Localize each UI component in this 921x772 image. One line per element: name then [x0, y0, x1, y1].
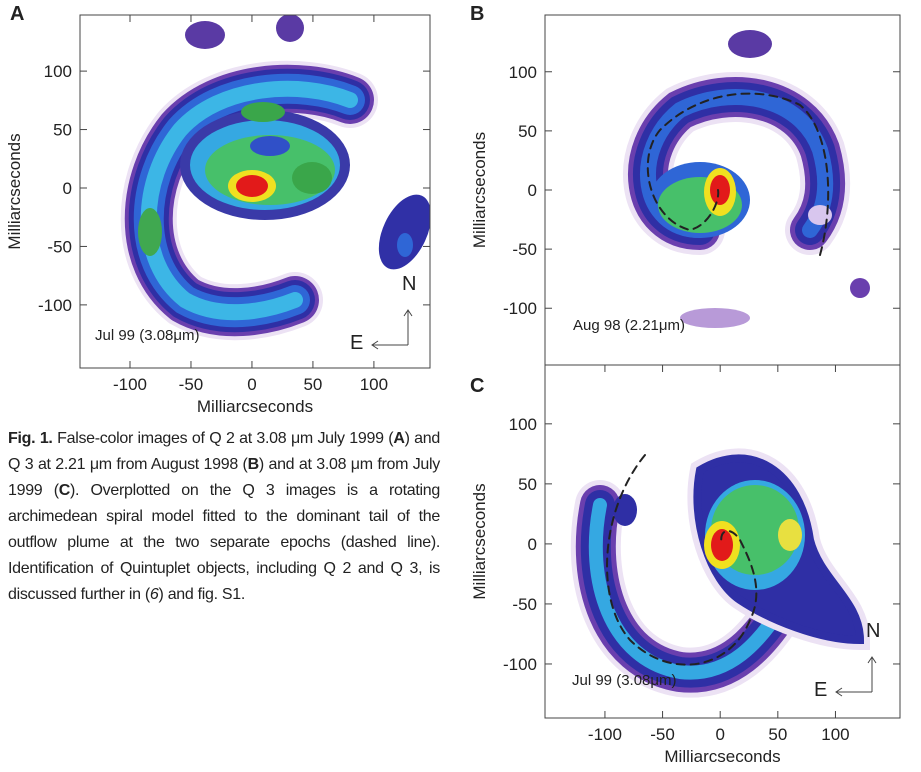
compass-arrows [371, 309, 413, 350]
compass-east: E [350, 332, 363, 354]
y-tick-label: -100 [503, 299, 537, 318]
image-c [596, 455, 860, 673]
y-tick-label: 100 [509, 63, 537, 82]
y-tick-label: 100 [509, 415, 537, 434]
caption-ref: A [393, 430, 405, 447]
x-axis-label: Milliarcseconds [664, 747, 780, 766]
panel-letter: A [10, 3, 24, 25]
compass-arrows [835, 656, 877, 697]
x-tick-label: 0 [247, 375, 256, 394]
panel-letter: C [470, 375, 484, 397]
caption-label: Fig. 1. [8, 430, 53, 447]
x-tick-label: 50 [303, 375, 322, 394]
image-b [648, 30, 870, 328]
caption-text: ). Overplotted on the Q 3 images is a ro… [8, 482, 440, 603]
panel-letter: B [470, 3, 484, 25]
compass-north: N [866, 620, 880, 642]
compass-north: N [402, 273, 416, 295]
y-tick-label: 100 [44, 62, 72, 81]
caption-ref: B [247, 456, 260, 473]
x-tick-label: -100 [113, 375, 147, 394]
y-tick-label: -100 [38, 296, 72, 315]
y-tick-label: -100 [503, 655, 537, 674]
y-axis-label: Milliarcseconds [5, 133, 24, 249]
x-tick-label: -50 [650, 725, 675, 744]
y-axis-label: Milliarcseconds [470, 483, 489, 599]
y-tick-label: 50 [53, 121, 72, 140]
caption-text: ) and fig. S1. [158, 586, 246, 603]
caption-ref: C [58, 482, 71, 499]
x-tick-label: 50 [768, 725, 787, 744]
spiral-model [646, 92, 830, 256]
compass-east: E [814, 679, 827, 701]
image-a [138, 15, 430, 312]
x-tick-label: 100 [360, 375, 388, 394]
epoch-label: Jul 99 (3.08μm) [95, 327, 200, 344]
spiral-model [606, 454, 758, 666]
epoch-label: Aug 98 (2.21μm) [573, 317, 685, 334]
caption-ref: 6 [149, 586, 159, 603]
x-tick-label: -50 [179, 375, 204, 394]
y-axis-label: Milliarcseconds [470, 132, 489, 248]
caption-text: ) and at 3.08 μm from July 1999 ( [8, 456, 440, 499]
caption-text: False-color images of Q 2 at 3.08 μm Jul… [57, 430, 394, 447]
caption: Fig. 1. False-color images of Q 2 at 3.0… [8, 426, 440, 608]
y-tick-label: 0 [63, 179, 72, 198]
caption-text: ) and Q 3 at 2.21 μm from August 1998 ( [8, 430, 440, 473]
x-tick-label: -100 [588, 725, 622, 744]
y-tick-label: 0 [528, 535, 537, 554]
x-tick-label: 0 [715, 725, 724, 744]
y-tick-label: 50 [518, 475, 537, 494]
epoch-label: Jul 99 (3.08μm) [572, 672, 677, 689]
x-tick-label: 100 [821, 725, 849, 744]
y-tick-label: -50 [47, 237, 72, 256]
y-tick-label: -50 [512, 240, 537, 259]
y-tick-label: 0 [528, 181, 537, 200]
y-tick-label: -50 [512, 595, 537, 614]
y-tick-label: 50 [518, 122, 537, 141]
x-axis-label: Milliarcseconds [197, 397, 313, 416]
